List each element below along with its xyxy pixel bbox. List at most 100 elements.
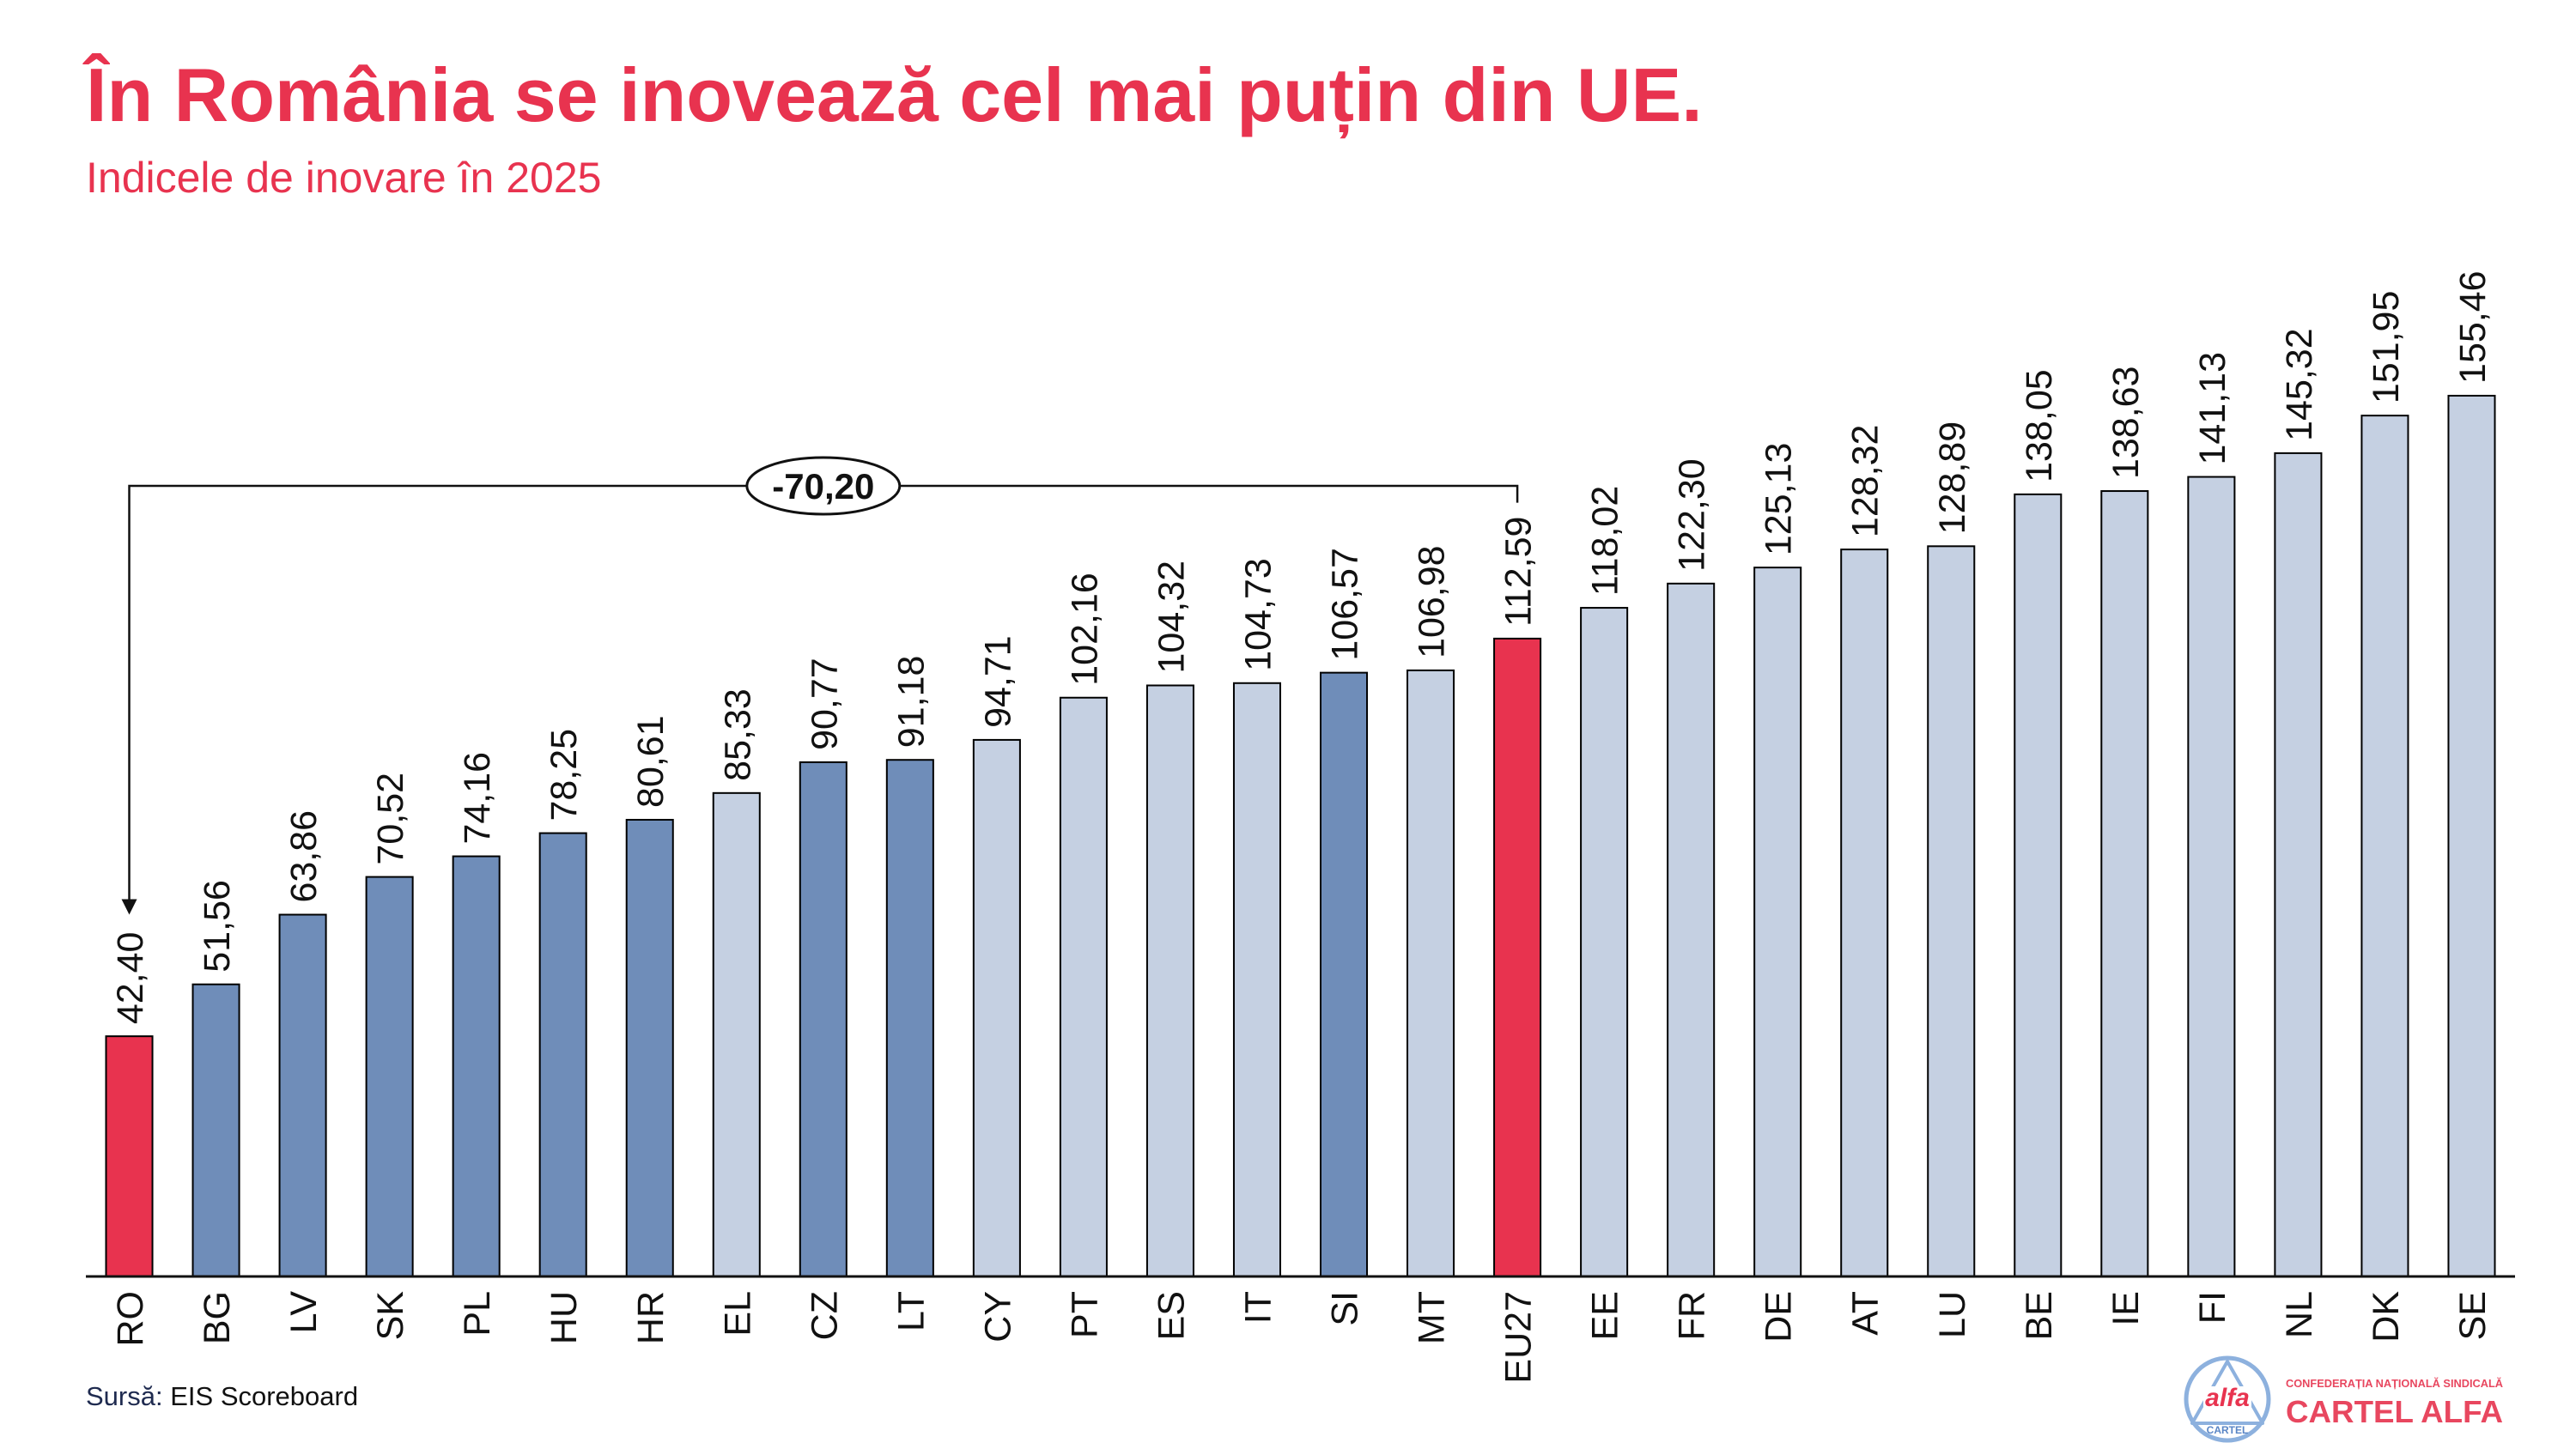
bar-el — [712, 791, 761, 1277]
category-label-el: EL — [717, 1291, 758, 1337]
bar-ie — [2100, 490, 2149, 1277]
category-label-fr: FR — [1672, 1291, 1713, 1340]
category-label-cy: CY — [977, 1291, 1018, 1343]
bar-hu — [538, 832, 587, 1277]
data-label-ie: 138,63 — [2105, 367, 2147, 480]
logo-tagline: CONFEDERAȚIA NAȚIONALĂ SINDICALĂ — [2286, 1377, 2504, 1390]
data-label-cz: 90,77 — [804, 658, 845, 750]
bar-lt — [885, 759, 934, 1277]
data-label-fr: 122,30 — [1672, 458, 1713, 572]
difference-badge — [745, 456, 902, 516]
category-label-lu: LU — [1932, 1291, 1973, 1338]
bar-ee — [1580, 607, 1629, 1277]
data-label-hr: 80,61 — [630, 715, 671, 808]
emblem-wordmark: alfa — [2205, 1384, 2250, 1412]
bar-fi — [2187, 476, 2236, 1277]
category-label-fi: FI — [2192, 1291, 2233, 1324]
category-label-ie: IE — [2105, 1291, 2147, 1326]
category-label-hu: HU — [544, 1291, 585, 1344]
category-label-lv: LV — [283, 1291, 325, 1334]
difference-value: -70,20 — [772, 466, 874, 506]
bar-es — [1145, 684, 1194, 1277]
cartel-alfa-emblem: alfa CARTEL — [2184, 1355, 2271, 1443]
chart-subtitle: Indicele de inovare în 2025 — [86, 154, 602, 202]
category-label-be: BE — [2019, 1291, 2060, 1340]
bar-cz — [799, 761, 848, 1277]
data-label-mt: 106,98 — [1412, 545, 1453, 658]
category-label-si: SI — [1324, 1291, 1365, 1326]
bar-pt — [1059, 696, 1108, 1277]
bar-lu — [1927, 545, 1976, 1277]
bar-ro — [105, 1035, 154, 1278]
category-label-hr: HR — [630, 1291, 671, 1344]
data-label-el: 85,33 — [717, 688, 758, 781]
bar-sk — [365, 876, 414, 1277]
category-label-ro: RO — [110, 1291, 151, 1347]
arrowhead-down-icon — [121, 899, 137, 915]
category-label-dk: DK — [2366, 1291, 2407, 1343]
bar-si — [1319, 671, 1369, 1277]
data-label-ee: 118,02 — [1585, 486, 1626, 596]
bar-pl — [452, 855, 501, 1277]
bars — [105, 394, 2496, 1278]
data-label-pt: 102,16 — [1064, 573, 1105, 686]
bar-nl — [2274, 452, 2323, 1277]
data-label-ro: 42,40 — [110, 932, 151, 1025]
source-note: Sursă: EIS Scoreboard — [86, 1383, 358, 1410]
bar-de — [1753, 567, 1802, 1277]
data-label-cy: 94,71 — [977, 635, 1018, 728]
data-label-nl: 145,32 — [2279, 328, 2320, 441]
category-label-sk: SK — [370, 1291, 411, 1341]
category-label-at: AT — [1845, 1291, 1886, 1336]
bar-dk — [2360, 415, 2409, 1277]
category-label-it: IT — [1237, 1291, 1279, 1324]
emblem-subtext: CARTEL — [2207, 1424, 2249, 1436]
cartel-alfa-logo: alfa CARTEL CONFEDERAȚIA NAȚIONALĂ SINDI… — [2184, 1355, 2504, 1443]
category-label-es: ES — [1151, 1291, 1192, 1340]
bar-at — [1840, 549, 1889, 1277]
bar-it — [1232, 682, 1282, 1277]
category-label-eu27: EU27 — [1498, 1291, 1540, 1384]
data-label-fi: 141,13 — [2192, 352, 2233, 465]
data-label-se: 155,46 — [2452, 270, 2494, 384]
bar-lv — [278, 913, 327, 1278]
data-label-si: 106,57 — [1324, 548, 1365, 661]
difference-annotation: -70,20 — [121, 456, 1519, 915]
data-label-it: 104,73 — [1237, 558, 1279, 671]
source-text: EIS Scoreboard — [170, 1381, 359, 1411]
data-label-lt: 91,18 — [890, 656, 932, 749]
bar-fr — [1667, 582, 1716, 1277]
source-label: Sursă: — [86, 1381, 163, 1411]
category-label-se: SE — [2452, 1291, 2494, 1340]
category-label-lt: LT — [890, 1291, 932, 1331]
category-labels: RO BG LV SK PL HU HR EL CZ LT CY PT ES IT SI MT EU27 EE FR… — [110, 1291, 2494, 1384]
category-label-pt: PT — [1064, 1291, 1105, 1338]
bar-mt — [1406, 669, 1455, 1277]
emblem-text-backdrop — [2203, 1386, 2251, 1410]
data-label-lu: 128,89 — [1932, 421, 1973, 535]
data-label-hu: 78,25 — [544, 729, 585, 822]
bar-se — [2447, 394, 2496, 1277]
bar-hr — [625, 818, 674, 1277]
bar-bg — [191, 983, 240, 1277]
category-label-cz: CZ — [804, 1291, 845, 1340]
category-label-de: DE — [1759, 1291, 1800, 1343]
bar-eu27 — [1493, 637, 1542, 1277]
chart-title: În România se inovează cel mai puțin din… — [86, 52, 1703, 137]
data-label-be: 138,05 — [2019, 369, 2060, 482]
data-labels: 42,40 51,56 63,86 70,52 74,16 78,25 80,61 85,33… — [110, 270, 2494, 1024]
category-label-bg: BG — [197, 1291, 238, 1344]
category-label-nl: NL — [2279, 1291, 2320, 1338]
data-label-pl: 74,16 — [457, 752, 498, 845]
data-label-lv: 63,86 — [283, 810, 325, 903]
data-label-eu27: 112,59 — [1498, 517, 1540, 627]
logo-name: CARTEL ALFA — [2286, 1394, 2503, 1429]
data-label-at: 128,32 — [1845, 425, 1886, 538]
data-label-dk: 151,95 — [2366, 291, 2407, 404]
data-label-sk: 70,52 — [370, 773, 411, 865]
plot-area: 42,40 51,56 63,86 70,52 74,16 78,25 80,61 85,33… — [86, 270, 2515, 1384]
bar-be — [2014, 493, 2063, 1277]
data-label-bg: 51,56 — [197, 880, 238, 973]
category-label-ee: EE — [1585, 1291, 1626, 1340]
